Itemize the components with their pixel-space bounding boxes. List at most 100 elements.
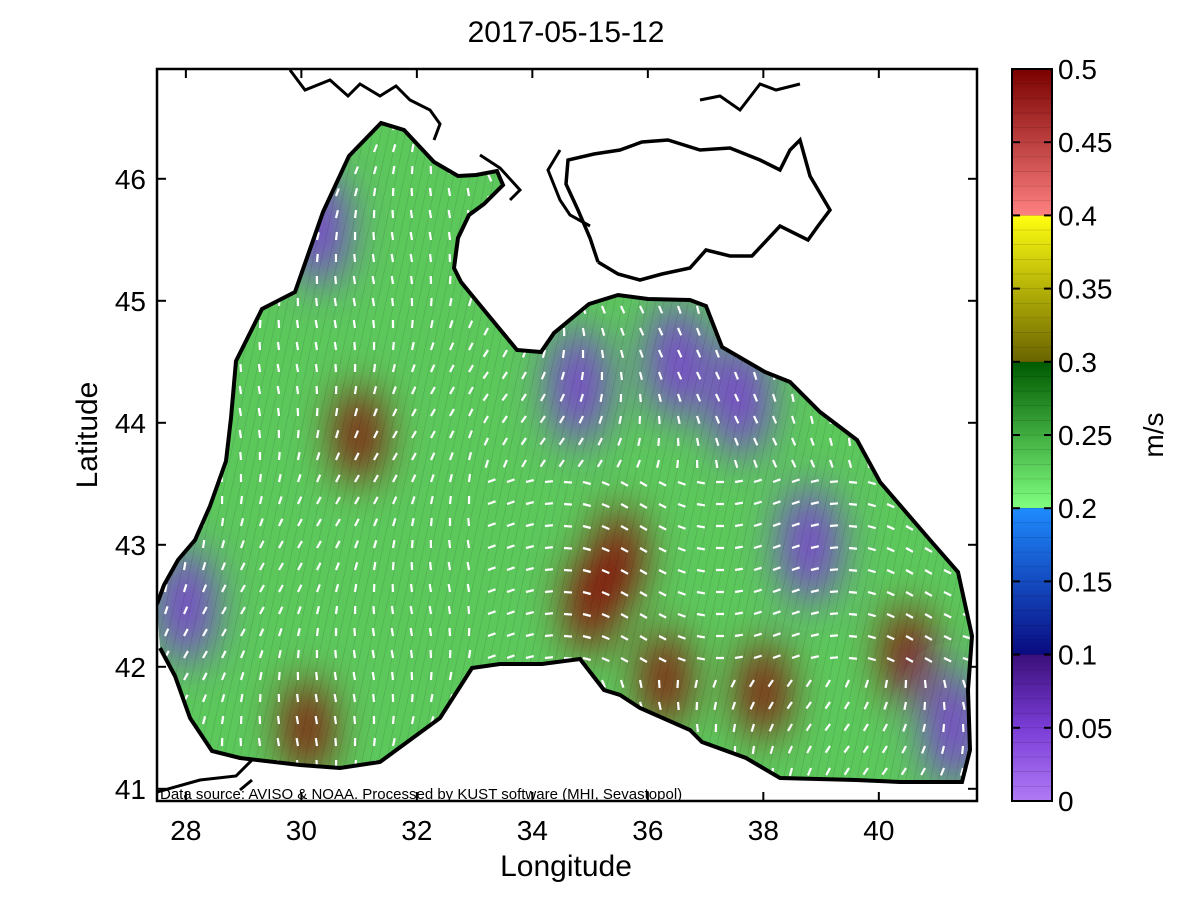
current-arrow <box>428 583 433 593</box>
current-arrow <box>334 188 340 197</box>
current-arrow <box>544 502 554 506</box>
current-arrow <box>315 605 320 615</box>
current-arrow <box>753 544 762 550</box>
y-tick-label: 46 <box>115 164 146 195</box>
y-tick-label: 45 <box>115 286 146 317</box>
current-arrow <box>201 495 205 505</box>
current-arrow <box>924 635 933 641</box>
current-arrow <box>543 173 549 182</box>
current-arrow <box>748 195 755 204</box>
current-arrow <box>653 129 660 138</box>
current-arrow <box>259 166 265 175</box>
current-arrow <box>581 195 587 205</box>
bosphorus-coast <box>157 758 254 794</box>
current-arrow <box>692 195 698 204</box>
current-arrow <box>600 195 605 205</box>
current-arrow <box>391 496 398 505</box>
current-arrow <box>163 561 167 571</box>
current-arrow <box>316 123 322 131</box>
current-arrow <box>201 539 206 549</box>
current-arrow <box>353 562 359 571</box>
current-arrow <box>297 518 303 527</box>
current-arrow <box>563 239 569 248</box>
current-arrow <box>201 320 207 329</box>
current-arrow <box>658 327 664 336</box>
current-arrow <box>162 143 167 153</box>
y-tick-labels: 41 42 43 44 45 46 <box>115 164 146 805</box>
current-arrow <box>577 437 584 446</box>
current-arrow <box>829 612 839 616</box>
current-arrow <box>163 583 168 593</box>
current-arrow <box>619 679 625 688</box>
current-arrow <box>315 671 319 681</box>
current-arrow <box>525 610 535 616</box>
current-arrow <box>430 430 436 439</box>
current-arrow <box>750 723 756 732</box>
current-arrow <box>618 173 623 183</box>
current-arrow <box>239 123 244 131</box>
current-arrow <box>296 429 300 439</box>
current-arrow <box>182 363 187 373</box>
current-arrow <box>810 501 820 506</box>
current-arrow <box>448 495 452 505</box>
current-arrow <box>163 628 170 637</box>
current-arrow <box>582 480 592 486</box>
current-arrow <box>864 679 870 688</box>
current-arrow <box>525 544 535 550</box>
current-arrow <box>923 679 927 689</box>
current-arrow <box>905 569 914 575</box>
current-arrow <box>428 209 433 219</box>
current-arrow <box>181 123 186 131</box>
current-arrow <box>601 502 610 509</box>
x-tick-label: 34 <box>517 815 548 846</box>
current-arrow <box>164 716 170 725</box>
current-arrow <box>639 745 645 754</box>
current-arrow <box>410 715 415 725</box>
current-arrow <box>844 349 850 358</box>
current-arrow <box>959 767 965 777</box>
current-arrow <box>884 679 889 689</box>
current-arrow <box>543 679 550 688</box>
current-arrow <box>734 415 740 424</box>
current-arrow <box>867 502 877 508</box>
current-arrow <box>502 349 508 358</box>
current-arrow <box>543 767 547 777</box>
current-arrow <box>352 297 357 307</box>
current-arrow <box>901 745 907 754</box>
current-arrow <box>676 459 680 469</box>
current-arrow <box>677 349 683 358</box>
current-arrow <box>712 239 718 248</box>
current-arrow <box>696 502 706 507</box>
current-arrow <box>524 151 530 160</box>
current-arrow <box>923 239 927 249</box>
current-arrow <box>483 437 489 446</box>
current-arrow <box>278 606 284 615</box>
current-arrow <box>353 430 360 439</box>
current-arrow <box>924 525 933 531</box>
current-arrow <box>921 305 927 314</box>
current-arrow <box>829 634 839 638</box>
x-tick-labels: 28 30 32 34 36 38 40 <box>170 815 894 846</box>
current-arrow <box>543 239 550 248</box>
current-arrow <box>541 349 547 359</box>
current-arrow <box>886 612 895 619</box>
current-arrow <box>353 187 359 197</box>
colorbar-tick-label: 0.25 <box>1058 420 1113 451</box>
current-arrow <box>483 327 489 336</box>
current-arrow <box>163 385 168 395</box>
current-arrow <box>942 261 946 271</box>
current-arrow <box>543 129 547 139</box>
current-arrow <box>847 459 853 469</box>
current-arrow <box>620 723 626 732</box>
current-arrow <box>410 693 414 703</box>
current-arrow <box>657 239 661 249</box>
current-arrow <box>769 745 775 754</box>
current-arrow <box>238 759 243 769</box>
current-arrow <box>315 429 320 439</box>
current-arrow <box>277 628 283 637</box>
current-arrow <box>520 415 527 424</box>
current-arrow <box>539 437 546 446</box>
current-arrow <box>865 415 870 425</box>
current-arrow <box>449 386 455 395</box>
current-arrow <box>657 723 663 732</box>
